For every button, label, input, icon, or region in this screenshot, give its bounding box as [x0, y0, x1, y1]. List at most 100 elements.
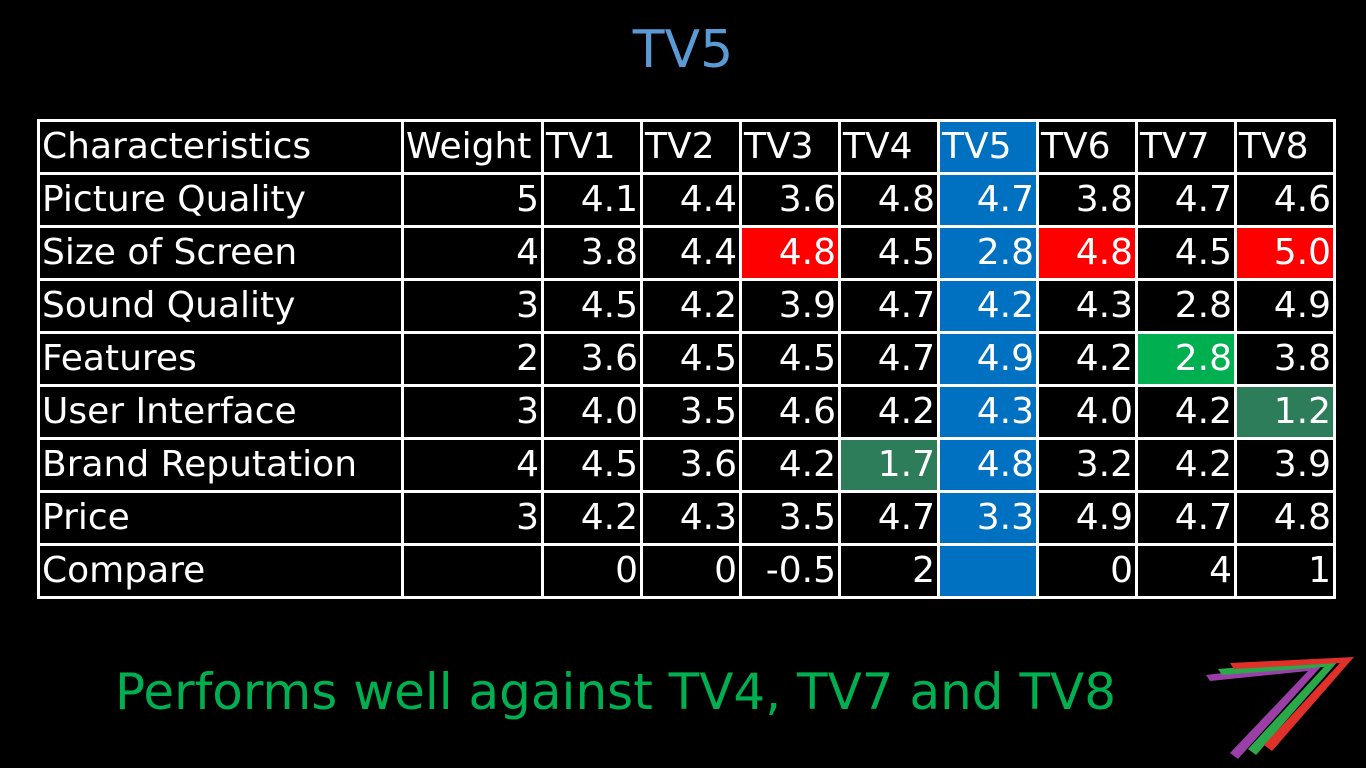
score-cell: 3.8 [541, 225, 643, 281]
compare-cell: 0 [541, 543, 643, 599]
row-label: User Interface [37, 384, 404, 440]
score-cell: 4.5 [739, 331, 841, 387]
score-cell: 4.2 [937, 278, 1039, 334]
score-cell: 4.2 [838, 384, 940, 440]
score-cell: 1.2 [1234, 384, 1336, 440]
table-row: Brand Reputation 4 4.5 3.6 4.2 1.7 4.8 3… [37, 437, 1336, 493]
score-cell: 4.7 [937, 172, 1039, 228]
score-cell: 4.1 [541, 172, 643, 228]
table-row: Picture Quality 5 4.1 4.4 3.6 4.8 4.7 3.… [37, 172, 1336, 228]
score-cell: 4.2 [541, 490, 643, 546]
score-cell: 3.6 [541, 331, 643, 387]
row-label: Size of Screen [37, 225, 404, 281]
row-label: Sound Quality [37, 278, 404, 334]
score-cell: 4.5 [541, 437, 643, 493]
compare-cell: -0.5 [739, 543, 841, 599]
compare-cell: 0 [640, 543, 742, 599]
score-cell: 1.7 [838, 437, 940, 493]
score-cell: 4.2 [1036, 331, 1138, 387]
score-cell: 2.8 [937, 225, 1039, 281]
weight-cell: 2 [401, 331, 544, 387]
score-cell: 4.5 [640, 331, 742, 387]
column-header-weight: Weight [401, 119, 544, 175]
score-cell: 4.0 [1036, 384, 1138, 440]
score-cell: 4.9 [937, 331, 1039, 387]
table-row: Size of Screen 4 3.8 4.4 4.8 4.5 2.8 4.8… [37, 225, 1336, 281]
compare-cell [937, 543, 1039, 599]
score-cell: 3.9 [1234, 437, 1336, 493]
score-cell: 2.8 [1135, 278, 1237, 334]
score-cell: 3.6 [640, 437, 742, 493]
row-label: Compare [37, 543, 404, 599]
weight-cell: 4 [401, 225, 544, 281]
weight-cell: 3 [401, 278, 544, 334]
column-header-tv1: TV1 [541, 119, 643, 175]
slide-title: TV5 [632, 20, 734, 80]
score-cell: 4.8 [739, 225, 841, 281]
score-cell: 4.7 [838, 490, 940, 546]
score-cell: 4.8 [1036, 225, 1138, 281]
table-row: Price 3 4.2 4.3 3.5 4.7 3.3 4.9 4.7 4.8 [37, 490, 1336, 546]
score-cell: 4.5 [1135, 225, 1237, 281]
weight-cell [401, 543, 544, 599]
weight-cell: 3 [401, 384, 544, 440]
table-header-row: Characteristics Weight TV1 TV2 TV3 TV4 T… [37, 119, 1336, 175]
column-header-tv3: TV3 [739, 119, 841, 175]
score-cell: 3.8 [1036, 172, 1138, 228]
compare-cell: 2 [838, 543, 940, 599]
score-cell: 4.7 [838, 331, 940, 387]
table-row: Sound Quality 3 4.5 4.2 3.9 4.7 4.2 4.3 … [37, 278, 1336, 334]
compare-cell: 0 [1036, 543, 1138, 599]
row-label: Brand Reputation [37, 437, 404, 493]
score-cell: 3.5 [640, 384, 742, 440]
column-header-tv5: TV5 [937, 119, 1039, 175]
score-cell: 3.8 [1234, 331, 1336, 387]
row-label: Features [37, 331, 404, 387]
score-cell: 4.3 [1036, 278, 1138, 334]
score-cell: 2.8 [1135, 331, 1237, 387]
compare-cell: 4 [1135, 543, 1237, 599]
comparison-table: Characteristics Weight TV1 TV2 TV3 TV4 T… [37, 119, 1336, 599]
score-cell: 4.8 [1234, 490, 1336, 546]
score-cell: 4.8 [937, 437, 1039, 493]
score-cell: 4.7 [1135, 172, 1237, 228]
score-cell: 4.9 [1036, 490, 1138, 546]
score-cell: 3.2 [1036, 437, 1138, 493]
column-header-tv6: TV6 [1036, 119, 1138, 175]
score-cell: 4.2 [640, 278, 742, 334]
row-label: Picture Quality [37, 172, 404, 228]
score-cell: 3.9 [739, 278, 841, 334]
seven-logo-icon [1206, 657, 1354, 759]
column-header-tv7: TV7 [1135, 119, 1237, 175]
column-header-tv8: TV8 [1234, 119, 1336, 175]
compare-cell: 1 [1234, 543, 1336, 599]
table-row: Compare 0 0 -0.5 2 0 4 1 [37, 543, 1336, 599]
score-cell: 4.2 [1135, 384, 1237, 440]
score-cell: 5.0 [1234, 225, 1336, 281]
score-cell: 4.7 [838, 278, 940, 334]
weight-cell: 4 [401, 437, 544, 493]
score-cell: 4.2 [1135, 437, 1237, 493]
column-header-tv2: TV2 [640, 119, 742, 175]
table-row: User Interface 3 4.0 3.5 4.6 4.2 4.3 4.0… [37, 384, 1336, 440]
score-cell: 4.7 [1135, 490, 1237, 546]
column-header-tv4: TV4 [838, 119, 940, 175]
score-cell: 4.2 [739, 437, 841, 493]
column-header-characteristics: Characteristics [37, 119, 404, 175]
score-cell: 4.5 [541, 278, 643, 334]
weight-cell: 5 [401, 172, 544, 228]
score-cell: 4.0 [541, 384, 643, 440]
score-cell: 3.3 [937, 490, 1039, 546]
score-cell: 4.3 [640, 490, 742, 546]
score-cell: 4.3 [937, 384, 1039, 440]
weight-cell: 3 [401, 490, 544, 546]
row-label: Price [37, 490, 404, 546]
table-row: Features 2 3.6 4.5 4.5 4.7 4.9 4.2 2.8 3… [37, 331, 1336, 387]
score-cell: 4.6 [1234, 172, 1336, 228]
score-cell: 4.4 [640, 225, 742, 281]
score-cell: 4.8 [838, 172, 940, 228]
slide-subtitle: Performs well against TV4, TV7 and TV8 [115, 663, 1117, 721]
score-cell: 3.5 [739, 490, 841, 546]
score-cell: 3.6 [739, 172, 841, 228]
score-cell: 4.6 [739, 384, 841, 440]
